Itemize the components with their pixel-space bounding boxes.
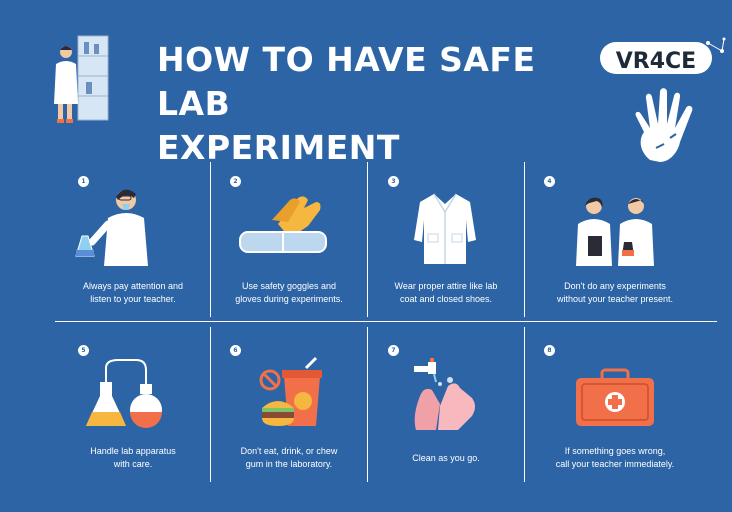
step-caption-5: Handle lab apparatus with care. <box>55 445 211 471</box>
step-caption-6: Don't eat, drink, or chew gum in the lab… <box>211 445 367 471</box>
divider-vertical-6 <box>524 327 525 482</box>
divider-horizontal <box>55 321 717 322</box>
divider-vertical-4 <box>210 327 211 482</box>
two-scientists-illustration <box>576 197 654 266</box>
step-caption-6-line1: Don't eat, drink, or chew <box>240 446 338 456</box>
step-caption-4-line2: without your teacher present. <box>556 294 674 304</box>
step-number-6: 6 <box>230 345 241 356</box>
step-caption-4: Don't do any experiments without your te… <box>525 280 705 306</box>
step-number-3: 3 <box>388 176 399 187</box>
step-number-5: 5 <box>78 345 89 356</box>
step-caption-2-line1: Use safety goggles and <box>241 281 337 291</box>
step-caption-5-line1: Handle lab apparatus <box>90 446 176 456</box>
step-number-1: 1 <box>78 176 89 187</box>
step-number-7: 7 <box>388 345 399 356</box>
vr4ce-logo: VR4CE <box>600 37 726 74</box>
step-caption-2: Use safety goggles and gloves during exp… <box>211 280 367 306</box>
logo-text: VR4CE <box>616 49 696 74</box>
goggles-and-gloves-illustration <box>239 196 327 253</box>
divider-vertical-5 <box>367 327 368 482</box>
title-line-1: HOW TO HAVE SAFE LAB <box>157 40 536 123</box>
step-caption-4-line1: Don't do any experiments <box>564 281 666 291</box>
hand-washing-illustration <box>414 358 475 430</box>
step-caption-8-line1: If something goes wrong, <box>564 446 666 456</box>
step-caption-2-line2: gloves during experiments. <box>235 294 343 304</box>
step-caption-1-line1: Always pay attention and <box>82 281 184 291</box>
divider-vertical-2 <box>367 162 368 317</box>
title-line-2: EXPERIMENT <box>157 128 400 167</box>
step-number-4: 4 <box>544 176 555 187</box>
step-caption-3-line1: Wear proper attire like lab <box>394 281 498 291</box>
no-food-illustration <box>259 356 322 426</box>
page-title: HOW TO HAVE SAFE LAB EXPERIMENT <box>157 38 597 170</box>
step-number-2: 2 <box>230 176 241 187</box>
step-caption-6-line2: gum in the laboratory. <box>245 459 333 469</box>
lab-coat-illustration <box>414 193 476 264</box>
step-caption-3-line2: coat and closed shoes. <box>399 294 493 304</box>
doctor-with-shelf-illustration <box>54 35 109 123</box>
step-number-8: 8 <box>544 345 555 356</box>
step-caption-8-line2: call your teacher immediately. <box>555 459 675 469</box>
step-caption-1: Always pay attention and listen to your … <box>55 280 211 306</box>
divider-vertical-1 <box>210 162 211 317</box>
step-caption-7-line1: Clean as you go. <box>412 453 480 463</box>
first-aid-kit-illustration <box>576 368 654 426</box>
step-caption-3: Wear proper attire like lab coat and clo… <box>368 280 524 306</box>
lab-apparatus-illustration <box>86 359 162 428</box>
step-caption-7: Clean as you go. <box>368 452 524 465</box>
handprint-icon <box>635 88 693 162</box>
step-caption-5-line2: with care. <box>113 459 153 469</box>
step-caption-8: If something goes wrong, call your teach… <box>525 445 705 471</box>
step-caption-1-line2: listen to your teacher. <box>90 294 176 304</box>
divider-vertical-3 <box>524 162 525 317</box>
scientist-with-flask-illustration <box>75 189 148 266</box>
